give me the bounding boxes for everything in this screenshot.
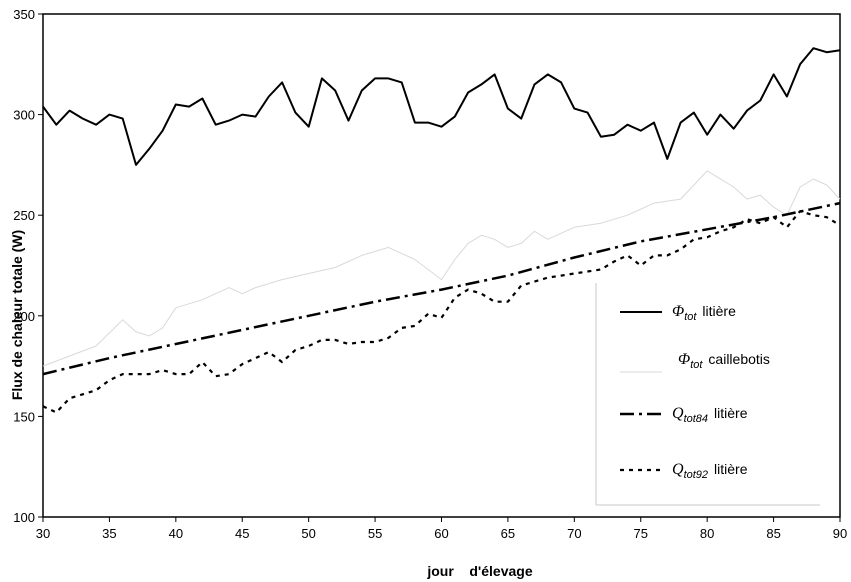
legend-symbol-char: Q xyxy=(672,461,684,478)
y-axis-label: Flux de chaleur totale (W) xyxy=(9,230,25,400)
x-tick-label: 50 xyxy=(301,526,315,541)
series-line-1 xyxy=(42,170,841,367)
legend-suffix: litière xyxy=(702,303,736,319)
x-tick-label: 35 xyxy=(102,526,116,541)
legend-symbol-char: Φ xyxy=(672,303,684,320)
x-tick-label: 90 xyxy=(833,526,847,541)
series-layer xyxy=(42,47,841,414)
legend-subscript: tot84 xyxy=(684,413,708,425)
y-tick-label: 100 xyxy=(13,510,35,525)
y-tick-label: 150 xyxy=(13,409,35,424)
x-tick-label: 30 xyxy=(36,526,50,541)
legend-entry-0: Φtot litière xyxy=(672,303,736,323)
legend-suffix: litière xyxy=(714,461,748,477)
series-line-0 xyxy=(42,47,841,166)
legend-suffix: litière xyxy=(714,405,748,421)
x-axis-label: jour d'élevage xyxy=(426,563,532,579)
legend-entry-1: Φtot caillebotis xyxy=(678,351,770,371)
y-tick-label: 200 xyxy=(13,309,35,324)
legend-entry-3: Qtot92 litière xyxy=(672,461,748,481)
legend-symbol-char: Q xyxy=(672,405,684,422)
x-tick-label: 70 xyxy=(567,526,581,541)
legend-box xyxy=(592,283,820,505)
axes: 30 35 40 45 50 55 60 65 70 75 80 85 90 100 150 200 250 30… xyxy=(13,7,847,541)
legend-symbol-char: Φ xyxy=(678,351,690,368)
legend-subscript: tot xyxy=(684,311,697,323)
x-tick-label: 75 xyxy=(634,526,648,541)
y-tick-label: 250 xyxy=(13,208,35,223)
x-tick-label: 45 xyxy=(235,526,249,541)
x-tick-label: 55 xyxy=(368,526,382,541)
x-tick-label: 85 xyxy=(766,526,780,541)
y-tick-label: 350 xyxy=(13,7,35,22)
legend-entry-2: Qtot84 litière xyxy=(672,405,748,425)
x-tick-label: 40 xyxy=(169,526,183,541)
series-line-2 xyxy=(42,201,841,376)
y-tick-label: 300 xyxy=(13,108,35,123)
x-tick-label: 65 xyxy=(501,526,515,541)
legend-subscript: tot xyxy=(690,359,703,371)
legend-suffix: caillebotis xyxy=(708,351,769,367)
x-tick-label: 80 xyxy=(700,526,714,541)
x-tick-label: 60 xyxy=(434,526,448,541)
legend-subscript: tot92 xyxy=(684,469,708,481)
series-line-3 xyxy=(42,210,841,414)
